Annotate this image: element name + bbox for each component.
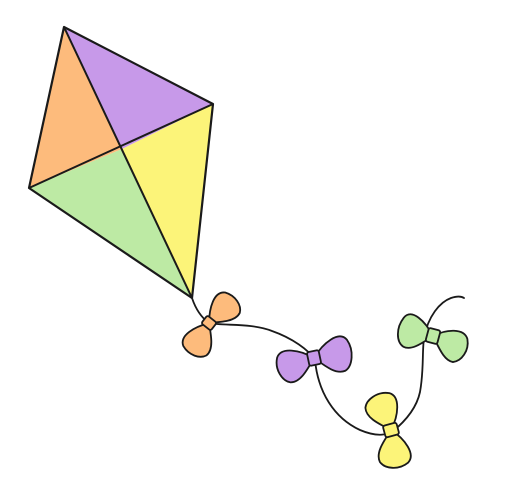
kite-panel-top: [64, 27, 213, 149]
kite-panel-bottom: [29, 149, 192, 298]
tail-bow-orange: [181, 291, 242, 358]
kite-spar-vertical: [63, 26, 193, 299]
kite-panel-right: [122, 104, 213, 298]
kite-panel-left: [29, 27, 122, 188]
kite: [27, 25, 215, 300]
kite-spar-horizontal: [28, 103, 214, 189]
tail-bow-green: [396, 313, 469, 363]
tail-bow-yellow: [364, 391, 412, 469]
tail-bow-purple: [275, 335, 353, 384]
kite-tail-string: [191, 295, 465, 436]
